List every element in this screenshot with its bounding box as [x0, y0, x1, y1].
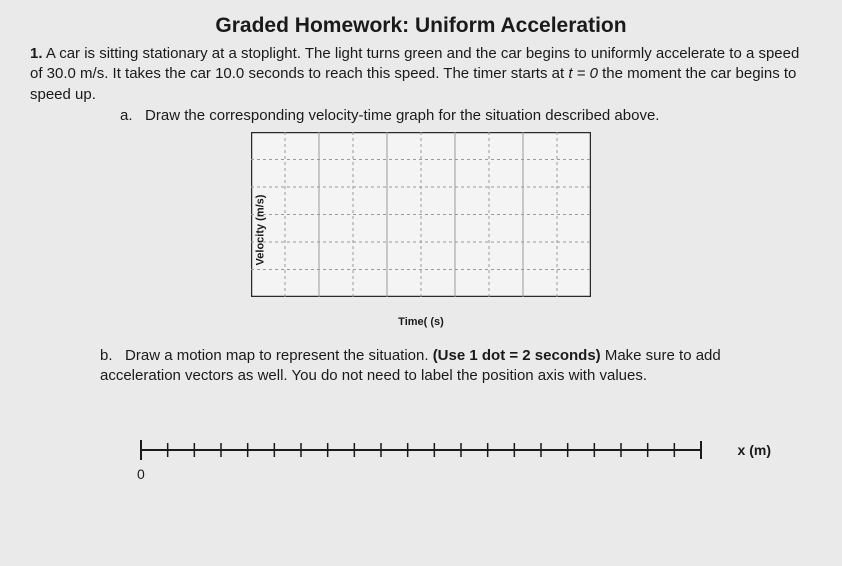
sub-b-label: b.: [100, 347, 113, 364]
sub-a: a. Draw the corresponding velocity-time …: [120, 107, 812, 124]
chart-ylabel: Velocity (m/s): [254, 194, 266, 265]
sub-a-text: Draw the corresponding velocity-time gra…: [145, 107, 659, 124]
axis-wrap: 0 x (m): [121, 436, 721, 469]
axis-x-label: x (m): [738, 442, 771, 458]
position-axis: [121, 436, 721, 464]
axis-area: 0 x (m): [30, 436, 812, 469]
sub-b: b. Draw a motion map to represent the si…: [100, 346, 772, 387]
sub-a-label: a.: [120, 107, 133, 124]
axis-zero-label: 0: [137, 466, 145, 482]
sub-b-text-1: Draw a motion map to represent the situa…: [125, 347, 433, 364]
problem-t-eq: t = 0: [568, 65, 598, 82]
chart-wrap: Velocity (m/s) Time( (s): [251, 132, 591, 328]
problem-number: 1.: [30, 45, 43, 62]
chart-xlabel: Time( (s): [251, 316, 591, 328]
problem-block: 1. A car is sitting stationary at a stop…: [30, 44, 812, 105]
chart-area: Velocity (m/s) Time( (s): [30, 132, 812, 330]
velocity-time-chart: [251, 132, 591, 297]
sub-b-bold: (Use 1 dot = 2 seconds): [433, 347, 601, 364]
page-title: Graded Homework: Uniform Acceleration: [30, 14, 812, 38]
